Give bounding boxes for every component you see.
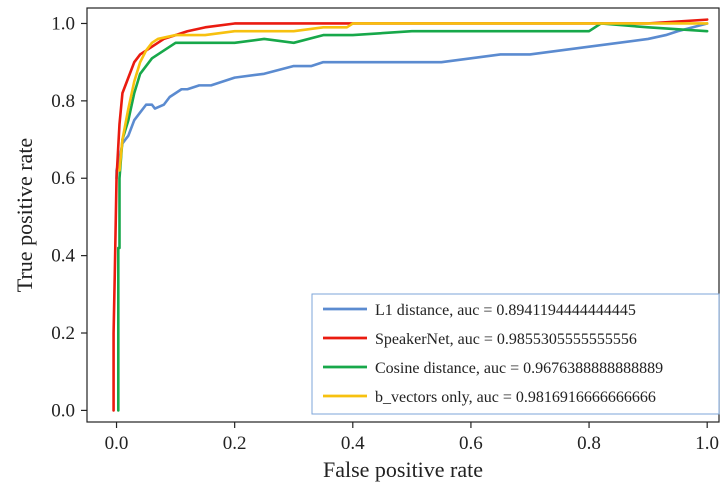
x-axis-ticks: 0.0 0.2 0.4 0.6 0.8 1.0	[105, 422, 719, 454]
x-tick-label: 1.0	[695, 433, 719, 454]
series-line-1	[115, 22, 709, 180]
x-tick-label: 0.0	[105, 433, 129, 454]
legend-entry-4: b_vectors only, auc = 0.9816916666666666	[375, 389, 656, 406]
y-axis-ticks: 0.0 0.2 0.4 0.6 0.8 1.0	[51, 13, 87, 421]
y-tick-label: 1.0	[51, 13, 75, 34]
plot-lines	[112, 18, 709, 412]
x-tick-label: 0.8	[577, 433, 601, 454]
x-axis-title: False positive rate	[323, 457, 483, 482]
x-tick-label: 0.4	[341, 433, 365, 454]
y-tick-label: 0.0	[51, 400, 75, 421]
legend-box	[311, 293, 720, 415]
y-tick-label: 0.6	[51, 168, 75, 189]
legend-entry-2: SpeakerNet, auc = 0.9855305555555556	[375, 331, 637, 348]
x-tick-label: 0.6	[459, 433, 483, 454]
y-tick-label: 0.8	[51, 91, 75, 112]
y-tick-label: 0.2	[51, 323, 75, 344]
y-axis-title: True positive rate	[12, 138, 37, 292]
legend-entry-1: L1 distance, auc = 0.8941194444444445	[375, 302, 636, 319]
x-tick-label: 0.2	[223, 433, 247, 454]
y-tick-label: 0.4	[51, 246, 75, 267]
legend-entry-3: Cosine distance, auc = 0.967638888888888…	[375, 360, 663, 377]
plot-frame	[86, 7, 720, 423]
legend: L1 distance, auc = 0.8941194444444445 Spe…	[311, 293, 720, 415]
series-line-4	[118, 22, 709, 172]
